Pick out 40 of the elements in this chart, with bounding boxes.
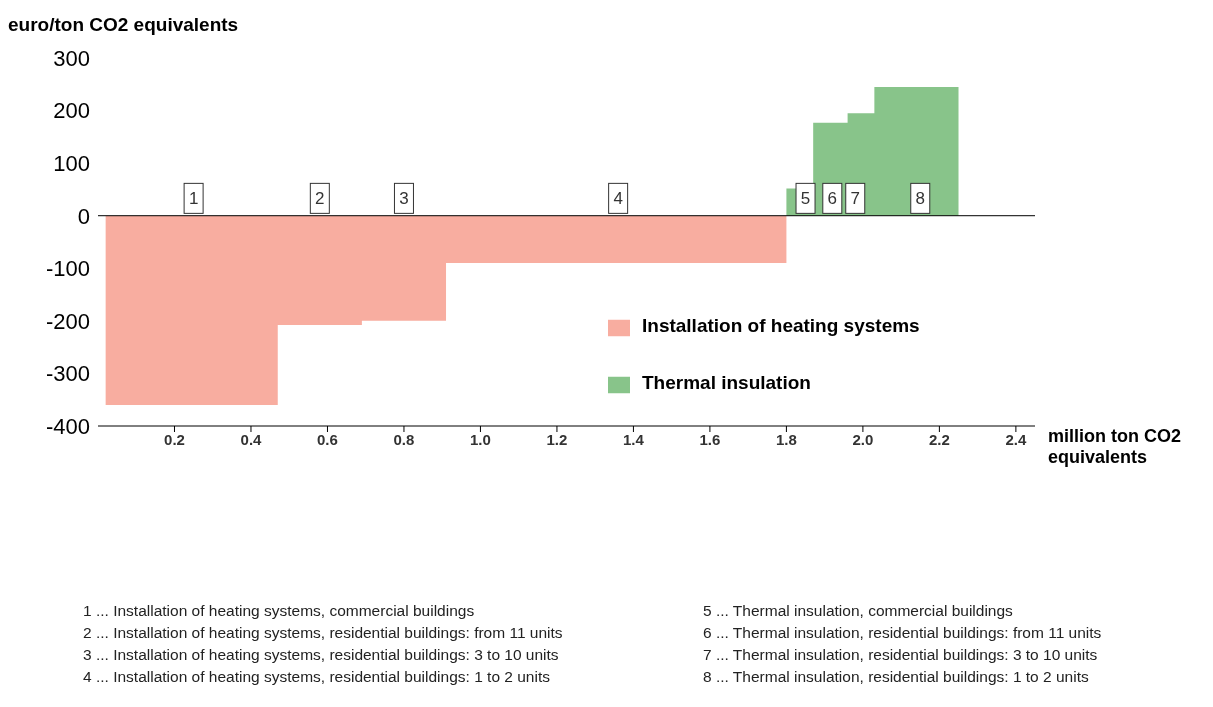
y-tick-label: 100 xyxy=(53,150,90,176)
x-tick-label: 0.2 xyxy=(164,430,185,448)
x-tick-label: 1.6 xyxy=(699,430,721,448)
x-tick-label: 2.4 xyxy=(1005,430,1027,448)
x-axis-title: million ton CO2 equivalents xyxy=(1048,426,1182,468)
legend-label: Installation of heating systems xyxy=(642,315,920,336)
text: 7 ... Thermal insulation, residential buildings: 3 to 10 units xyxy=(703,645,1099,665)
text: 3 ... Installation of heating systems, residential buildings: 3 to 10 units xyxy=(83,645,560,665)
y-tick-label: -300 xyxy=(45,361,90,387)
x-tick-label: 0.6 xyxy=(317,430,338,448)
legend-label: Thermal insulation xyxy=(642,372,811,393)
text: 2 ... Installation of heating systems, residential buildings: from 11 units xyxy=(83,623,564,643)
annotation: 3 xyxy=(399,189,409,209)
x-tick-label: 1.2 xyxy=(546,430,568,448)
x-tick-label: 0.8 xyxy=(393,430,415,448)
x-tick-label: 2.2 xyxy=(928,430,950,448)
text: 1 ... Installation of heating systems, commercial buildings xyxy=(83,601,476,621)
annotation: 1 xyxy=(188,189,199,209)
x-tick-label: 2.0 xyxy=(852,430,874,448)
y-tick-label: 0 xyxy=(77,203,90,229)
text: 6 ... Thermal insulation, residential buildings: from 11 units xyxy=(703,623,1102,643)
annotation: 4 xyxy=(613,189,623,209)
x-tick-label: 1.4 xyxy=(623,430,645,448)
x-tick-label: 1.8 xyxy=(775,430,797,448)
y-tick-label: 200 xyxy=(53,98,90,124)
text: 5 ... Thermal insulation, commercial buildings xyxy=(703,601,1014,621)
y-axis-title: euro/ton CO2 equivalents xyxy=(8,14,239,36)
x-tick-label: 0.4 xyxy=(240,430,263,448)
x-tick-label: 1.0 xyxy=(470,430,491,448)
y-tick-label: -200 xyxy=(45,308,90,334)
y-tick-label: -400 xyxy=(45,413,90,439)
text: 4 ... Installation of heating systems, residential buildings: 1 to 2 units xyxy=(83,667,551,687)
annotation: 8 xyxy=(915,189,925,209)
text: 8 ... Thermal insulation, residential buildings: 1 to 2 units xyxy=(703,667,1090,687)
annotation: 7 xyxy=(850,189,860,209)
annotation: 5 xyxy=(800,189,811,209)
y-tick-label: 300 xyxy=(53,45,90,71)
y-tick-label: -100 xyxy=(45,256,90,282)
annotation: 6 xyxy=(827,189,838,209)
annotation: 2 xyxy=(315,189,325,209)
